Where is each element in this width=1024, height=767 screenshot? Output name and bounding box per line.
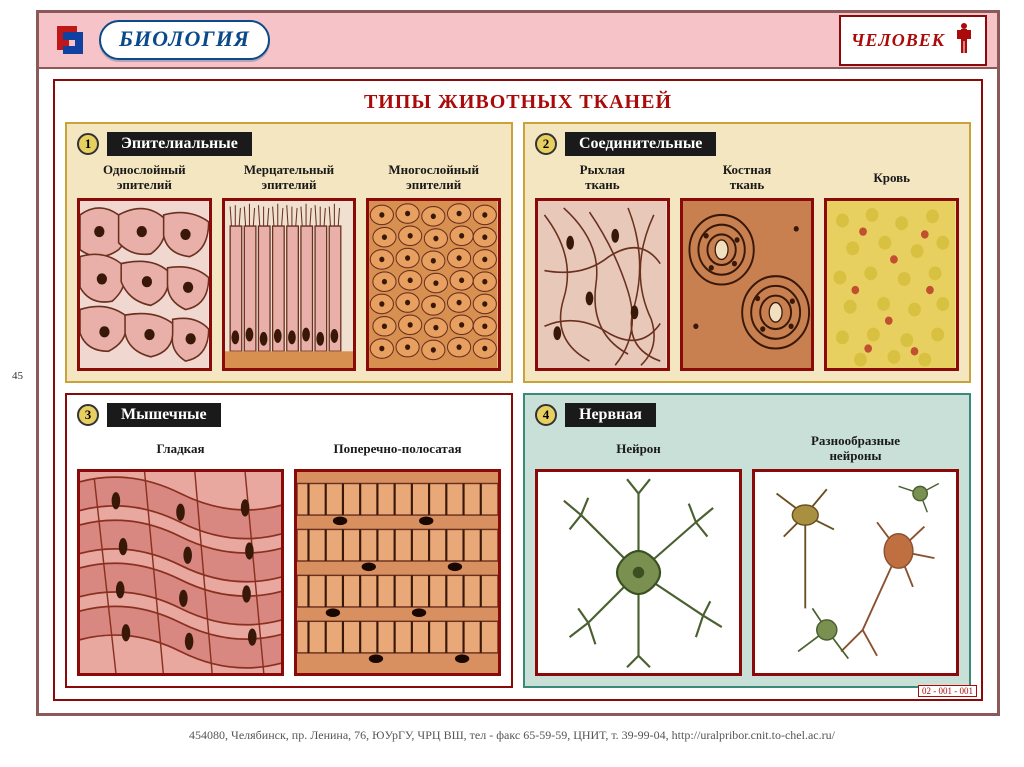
tile: Поперечно-полосатая <box>294 433 501 676</box>
panel-badge: 2 <box>535 133 557 155</box>
footer-text: 454080, Челябинск, пр. Ленина, 76, ЮУрГУ… <box>0 728 1024 743</box>
tile: Нейрон <box>535 433 742 676</box>
tile-label: Мерцательный эпителий <box>244 162 334 194</box>
tile: Рыхлая ткань <box>535 162 670 371</box>
corner-code: 02 - 001 - 001 <box>918 685 977 697</box>
tile-label: Рыхлая ткань <box>580 162 625 194</box>
tile: Разнообразные нейроны <box>752 433 959 676</box>
panel-epithelial: 1 Эпителиальные Однослойный эпителий <box>65 122 513 383</box>
panel-badge: 3 <box>77 404 99 426</box>
tile-label: Разнообразные нейроны <box>811 433 900 465</box>
poster-frame: БИОЛОГИЯ ЧЕЛОВЕК ТИПЫ ЖИВОТНЫХ ТКАНЕЙ <box>36 10 1000 716</box>
tile-label: Гладкая <box>156 433 204 465</box>
panel-title: Нервная <box>565 403 656 427</box>
panel-title: Мышечные <box>107 403 221 427</box>
tile: Однослойный эпителий <box>77 162 212 371</box>
tissue-image-neurons-various <box>752 469 959 676</box>
panel-grid: 1 Эпителиальные Однослойный эпителий <box>55 122 981 698</box>
tissue-image-epi-single <box>77 198 212 371</box>
panel-title: Соединительные <box>565 132 716 156</box>
human-icon <box>953 21 975 60</box>
tile: Многослойный эпителий <box>366 162 501 371</box>
tile: Костная ткань <box>680 162 815 371</box>
tile: Кровь <box>824 162 959 371</box>
content-area: ТИПЫ ЖИВОТНЫХ ТКАНЕЙ 1 Эпителиальные Одн… <box>53 79 983 701</box>
tile-label: Кровь <box>873 162 910 194</box>
tile: Мерцательный эпителий <box>222 162 357 371</box>
tissue-image-loose <box>535 198 670 371</box>
tissue-image-epi-ciliated <box>222 198 357 371</box>
tile-label: Поперечно-полосатая <box>334 433 462 465</box>
tissue-image-neuron <box>535 469 742 676</box>
tile: Гладкая <box>77 433 284 676</box>
panel-badge: 4 <box>535 404 557 426</box>
page-side-number: 45 <box>12 370 23 382</box>
tissue-image-blood <box>824 198 959 371</box>
tile-label: Многослойный эпителий <box>388 162 479 194</box>
tissue-image-epi-multi <box>366 198 501 371</box>
main-title: ТИПЫ ЖИВОТНЫХ ТКАНЕЙ <box>55 91 981 114</box>
tissue-image-striated-muscle <box>294 469 501 676</box>
header-bar: БИОЛОГИЯ ЧЕЛОВЕК <box>39 13 997 69</box>
panel-connective: 2 Соединительные Рыхлая ткань <box>523 122 971 383</box>
section-label: ЧЕЛОВЕК <box>851 30 945 51</box>
subject-label: БИОЛОГИЯ <box>99 20 270 60</box>
panel-muscle: 3 Мышечные Гладкая <box>65 393 513 688</box>
panel-badge: 1 <box>77 133 99 155</box>
section-box: ЧЕЛОВЕК <box>839 15 987 66</box>
tissue-image-bone <box>680 198 815 371</box>
panel-title: Эпителиальные <box>107 132 252 156</box>
tile-label: Нейрон <box>616 433 661 465</box>
logo-icon <box>49 20 89 60</box>
tissue-image-smooth-muscle <box>77 469 284 676</box>
tile-label: Однослойный эпителий <box>103 162 186 194</box>
panel-nervous: 4 Нервная Нейрон <box>523 393 971 688</box>
tile-label: Костная ткань <box>723 162 771 194</box>
